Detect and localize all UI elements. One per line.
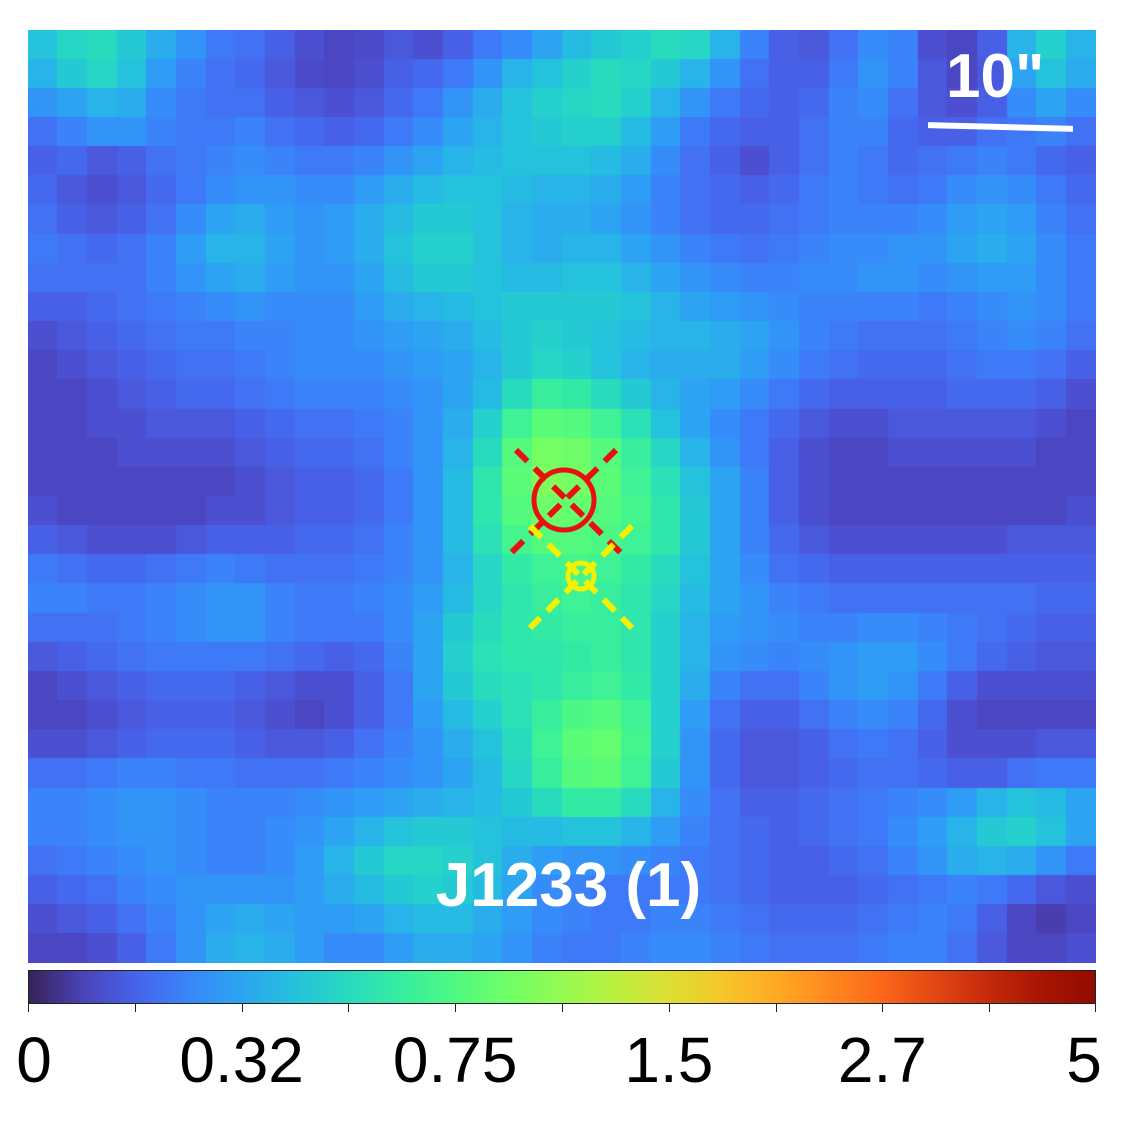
colorbar-ticks: [28, 1004, 1096, 1024]
yellow-marker-arm: [527, 523, 635, 631]
colorbar-tick: [241, 1004, 243, 1012]
yellow-marker: [527, 523, 635, 631]
colorbar-tick: [989, 1004, 991, 1012]
colorbar-tick: [134, 1004, 136, 1012]
colorbar-tick: [455, 1004, 457, 1012]
yellow-marker-circle: [565, 560, 597, 592]
colorbar-tick-label: 0: [16, 1024, 52, 1096]
red-marker-arm: [507, 447, 619, 557]
colorbar: [28, 970, 1096, 1004]
object-label: J1233 (1): [435, 851, 702, 920]
colorbar-tick: [775, 1004, 777, 1012]
colorbar-tick-label: 2.7: [837, 1024, 927, 1096]
colorbar-tick: [28, 1004, 29, 1012]
colorbar-tick-label: 1.5: [624, 1024, 714, 1096]
colorbar-tick-label: 0.32: [179, 1024, 304, 1096]
colorbar-tick: [882, 1004, 884, 1012]
colorbar-tick: [562, 1004, 563, 1012]
colorbar-tick-label: 5: [1066, 1024, 1102, 1096]
colorbar-tick: [348, 1004, 350, 1012]
yellow-marker-arm: [527, 523, 635, 631]
red-marker: [507, 447, 625, 557]
marker-overlay: [507, 447, 635, 631]
colorbar-tick-label: 0.75: [392, 1024, 518, 1096]
colorbar-tick: [1095, 1004, 1096, 1012]
red-marker-circle: [531, 467, 597, 533]
scale-bar-label: 10": [946, 42, 1045, 111]
colorbar-tick: [668, 1004, 670, 1012]
